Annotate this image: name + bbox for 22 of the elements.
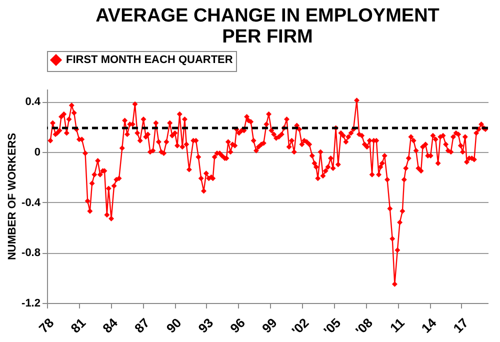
x-tick-label: '02 [288,315,312,338]
x-tick-label: '08 [352,315,376,338]
y-tick-label: -1.2 [22,298,40,310]
x-tick-label: 90 [163,315,184,336]
x-tick-label: 87 [131,315,152,336]
x-tick-label: 11 [387,315,408,336]
y-tick-label: -0.4 [22,196,42,209]
x-tick-label: 14 [418,314,440,336]
y-tick-label: 0.4 [25,96,42,108]
x-tick-label: 93 [195,315,216,336]
x-tick-label: 78 [36,315,57,336]
x-tick-label: '05 [320,315,344,338]
x-tick-label: 81 [68,315,89,336]
x-tick-label: 96 [227,315,248,336]
x-tick-label: 99 [259,315,280,336]
chart-title: AVERAGE CHANGE IN EMPLOYMENT PER FIRM [96,6,440,48]
y-tick-label: 0 [34,146,40,158]
x-tick-label: 84 [100,314,121,336]
x-tick-label: 17 [450,315,472,336]
y-axis-title: NUMBER OF WORKERS [6,132,19,260]
legend-label: FIRST MONTH EACH QUARTER [66,54,233,66]
y-tick-label: -0.8 [22,247,40,260]
